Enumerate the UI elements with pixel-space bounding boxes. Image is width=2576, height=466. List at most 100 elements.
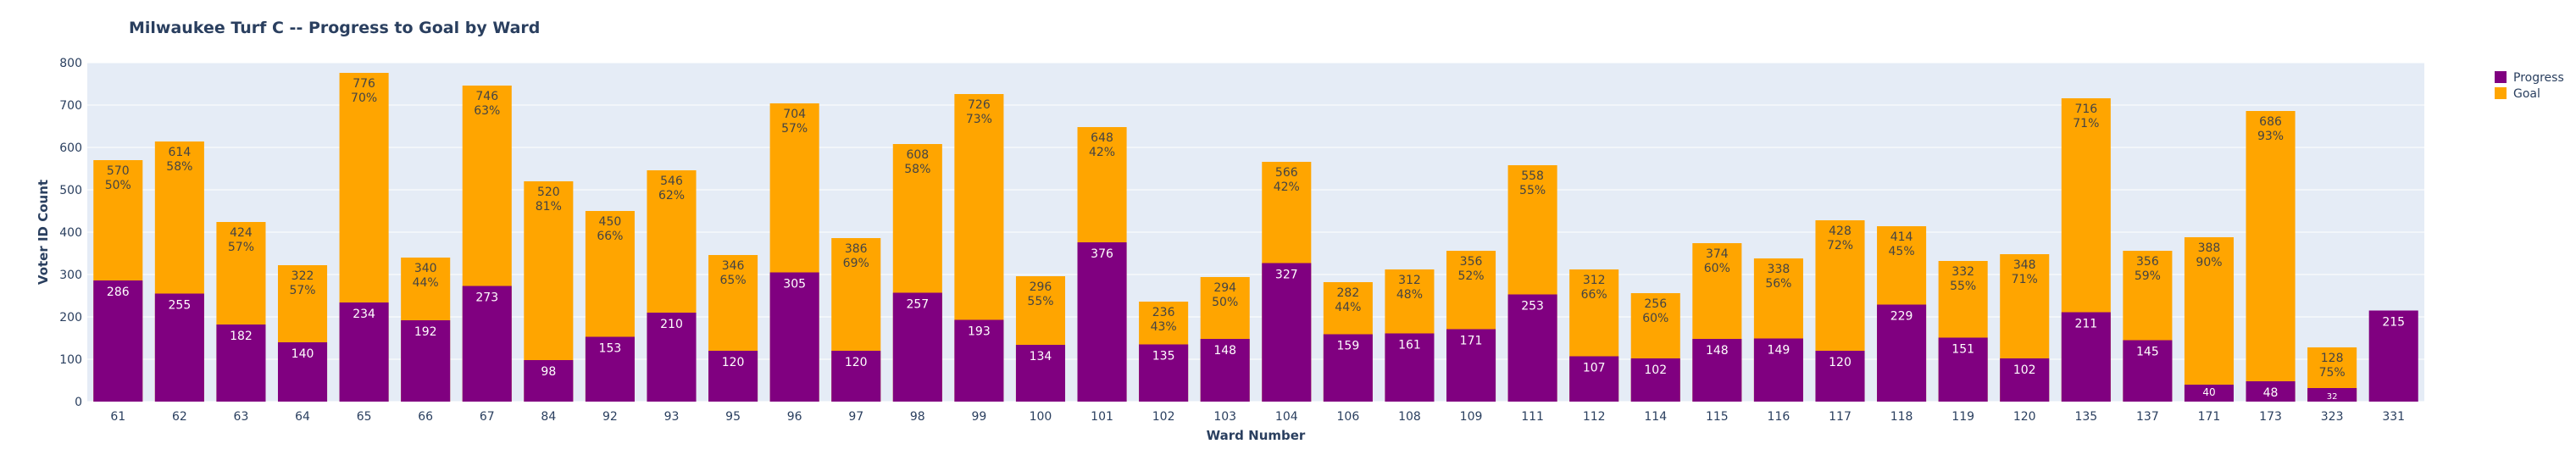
goal-percent-label: 60% [1704,262,1730,275]
legend-swatch-progress[interactable] [2495,71,2507,83]
goal-percent-label: 45% [1889,245,1915,258]
progress-bar[interactable] [401,320,451,402]
progress-bar[interactable] [2246,381,2296,402]
progress-bar[interactable] [769,272,819,402]
x-tick-label: 100 [1030,410,1052,424]
y-axis-ticks: 0 100 200 300 400 500 600 700 800 [59,57,82,409]
legend-swatch-goal[interactable] [2495,87,2507,99]
progress-bar[interactable] [1692,339,1742,402]
progress-bar[interactable] [1262,263,1312,402]
goal-value-label: 546 [660,175,683,188]
progress-bar[interactable] [647,313,697,402]
progress-bar[interactable] [1877,304,1927,402]
progress-value-label: 210 [660,318,683,331]
goal-value-label: 648 [1091,131,1113,145]
progress-value-label: 102 [2013,363,2036,377]
goal-percent-label: 44% [413,276,439,290]
progress-bar[interactable] [524,360,574,402]
goal-value-label: 386 [845,242,868,256]
x-tick-label: 120 [2013,410,2036,424]
progress-value-label: 286 [107,286,130,299]
goal-percent-label: 75% [2319,366,2346,380]
x-tick-label: 103 [1213,410,1236,424]
x-tick-label: 96 [787,410,802,424]
progress-bar[interactable] [2184,385,2235,402]
progress-value-label: 40 [2202,386,2215,398]
goal-value-label: 776 [353,77,375,91]
progress-value-label: 134 [1030,350,1052,363]
progress-value-label: 182 [230,330,253,343]
goal-percent-label: 57% [289,284,315,297]
progress-bar[interactable] [708,351,758,402]
progress-bar[interactable] [1385,333,1435,402]
progress-bar[interactable] [93,280,143,402]
goal-bar[interactable] [2184,237,2235,402]
progress-bar[interactable] [2123,340,2173,402]
progress-bar[interactable] [831,351,881,402]
progress-bar[interactable] [1630,358,1680,402]
goal-percent-label: 55% [1519,184,1546,197]
goal-percent-label: 50% [105,179,131,192]
x-tick-label: 106 [1337,410,1360,424]
goal-percent-label: 71% [2073,117,2099,130]
goal-percent-label: 43% [1151,320,1177,334]
progress-bar[interactable] [892,292,942,402]
x-tick-label: 65 [357,410,372,424]
progress-bar[interactable] [1323,334,1373,402]
progress-value-label: 148 [1706,344,1729,358]
progress-bar[interactable] [154,293,204,402]
progress-bar[interactable] [954,319,1004,402]
x-tick-label: 171 [2198,410,2221,424]
goal-value-label: 428 [1829,225,1852,238]
progress-value-label: 193 [968,325,991,339]
progress-bar[interactable] [1569,356,1619,402]
goal-percent-label: 62% [658,189,685,202]
progress-bar[interactable] [1446,329,1496,402]
progress-bar[interactable] [2061,312,2111,402]
x-tick-label: 67 [480,410,495,424]
progress-bar[interactable] [2307,388,2357,402]
progress-bar[interactable] [462,286,512,402]
goal-percent-label: 48% [1396,288,1423,302]
y-tick-label: 800 [59,57,82,70]
progress-bar[interactable] [2368,310,2418,402]
progress-bar[interactable] [216,325,266,402]
progress-value-label: 140 [291,347,314,361]
x-tick-label: 173 [2259,410,2282,424]
progress-value-label: 171 [1460,335,1483,348]
progress-bar[interactable] [585,336,635,402]
goal-percent-label: 44% [1335,301,1361,314]
progress-bar[interactable] [1015,345,1066,402]
x-tick-label: 95 [725,410,741,424]
progress-bar[interactable] [1507,294,1557,402]
progress-bar[interactable] [1200,339,1250,402]
y-tick-label: 400 [59,226,82,240]
progress-bar[interactable] [1139,344,1189,402]
goal-percent-label: 93% [2257,130,2284,143]
legend-label-progress[interactable]: Progress [2513,71,2564,85]
goal-value-label: 414 [1890,230,1913,244]
goal-value-label: 424 [230,226,253,240]
progress-bar[interactable] [2000,358,2050,402]
goal-bar[interactable] [2246,111,2296,402]
goal-value-label: 236 [1152,306,1175,319]
progress-bar[interactable] [1753,338,1803,402]
x-tick-label: 117 [1829,410,1852,424]
progress-bar[interactable] [1077,242,1127,402]
progress-bar[interactable] [339,302,389,402]
x-tick-label: 102 [1152,410,1175,424]
goal-value-label: 686 [2259,115,2282,129]
goal-value-label: 312 [1583,274,1606,287]
goal-percent-label: 69% [843,257,869,270]
x-tick-label: 62 [172,410,187,424]
goal-percent-label: 73% [966,113,992,126]
goal-value-label: 388 [2198,241,2221,255]
progress-value-label: 273 [475,291,498,305]
x-tick-label: 116 [1768,410,1790,424]
goal-value-label: 450 [599,215,622,229]
progress-bar[interactable] [1938,337,1988,402]
progress-bar[interactable] [1815,351,1865,402]
legend-label-goal[interactable]: Goal [2513,87,2540,101]
progress-bar[interactable] [277,342,328,402]
